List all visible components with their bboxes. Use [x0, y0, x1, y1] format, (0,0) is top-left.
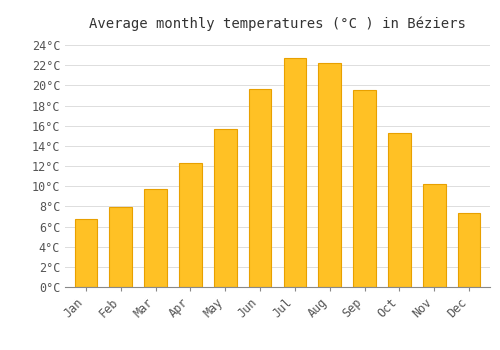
Bar — [318, 63, 341, 287]
Bar — [214, 129, 236, 287]
Bar — [388, 133, 410, 287]
Bar — [423, 184, 446, 287]
Bar — [110, 207, 132, 287]
Bar — [284, 58, 306, 287]
Title: Average monthly temperatures (°C ) in Béziers: Average monthly temperatures (°C ) in Bé… — [89, 16, 466, 31]
Bar — [74, 219, 97, 287]
Bar — [179, 163, 202, 287]
Bar — [458, 214, 480, 287]
Bar — [249, 90, 272, 287]
Bar — [144, 189, 167, 287]
Bar — [354, 90, 376, 287]
